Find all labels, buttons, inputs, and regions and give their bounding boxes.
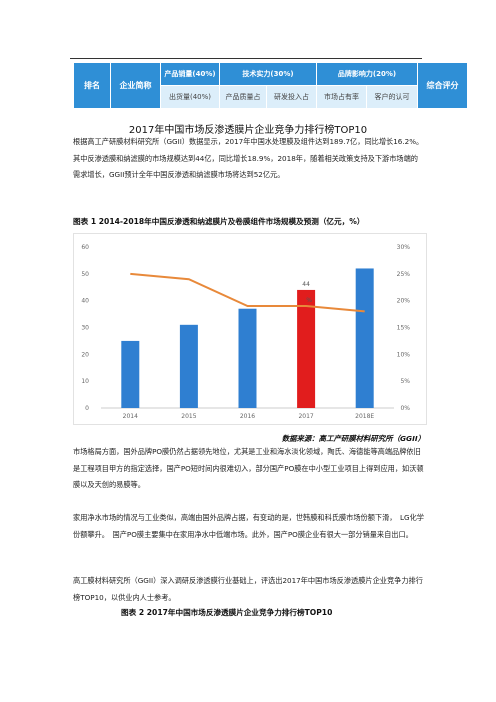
- right-axis-tick-label: 10%: [397, 351, 411, 358]
- data-label: %: [306, 297, 312, 304]
- bar: [355, 268, 374, 408]
- right-axis-tick-label: 5%: [400, 378, 410, 385]
- x-axis-tick-label: 2016: [240, 413, 255, 420]
- right-axis-tick-label: 0%: [400, 405, 410, 412]
- header-group-brand: 品牌影响力(20%): [316, 62, 418, 86]
- bar: [179, 324, 198, 408]
- left-axis-tick-label: 30: [81, 325, 89, 332]
- right-axis-tick-label: 20%: [397, 298, 411, 305]
- paragraph-ranking-intro: 高工膜材料研究所（GGII）深入调研反渗透膜行业基础上，评选出2017年中国市场…: [73, 576, 423, 602]
- x-axis-tick-label: 2017: [298, 413, 313, 420]
- right-axis-tick-label: 30%: [397, 244, 411, 251]
- figure2-caption: 图表 2 2017年中国市场反渗透膜片企业竞争力排行榜TOP10: [121, 608, 333, 617]
- chart-svg: 0 10 20 30 40 50 60 0% 5% 10% 15% 20% 25% 30% 2014 2015…: [81, 244, 411, 420]
- header-recognition: 客户的认可: [366, 85, 418, 109]
- growth-rate-line: [130, 272, 365, 313]
- header-quality: 产品质量占: [219, 85, 267, 109]
- left-axis-tick-label: 10: [81, 378, 89, 385]
- bar: [238, 308, 257, 408]
- header-company: 企业简称: [110, 62, 161, 109]
- right-axis-tick-label: 15%: [397, 325, 411, 332]
- paragraph-household-market: 家用净水市场的情况与工业类似，高端由国外品牌占据，有变动的是，世韩膜和科氏膜市场…: [73, 513, 424, 539]
- left-axis-tick-label: 60: [81, 244, 89, 251]
- left-axis-tick-label: 20: [81, 351, 89, 358]
- header-group-sales: 产品销量(40%): [160, 62, 220, 86]
- x-axis-tick-label: 2015: [181, 413, 196, 420]
- header-rd: 研发投入占: [266, 85, 317, 109]
- data-label: 44: [302, 281, 310, 288]
- paragraph-market-landscape: 市场格局方面，国外品牌PO膜仍然占据领先地位，尤其是工业和海水淡化领域，陶氏、海…: [73, 447, 424, 489]
- top-rule: [70, 58, 422, 59]
- x-axis-tick-label: 2018E: [355, 413, 374, 420]
- header-rank: 排名: [73, 62, 111, 109]
- header-group-tech: 技术实力(30%): [219, 62, 317, 86]
- paragraph-market-size: 根据高工产研膜材料研究所（GGII）数据显示，2017年中国水处理膜及组件达到1…: [73, 137, 424, 179]
- left-axis-tick-label: 40: [81, 298, 89, 305]
- bar: [121, 340, 140, 408]
- header-overall: 综合评分: [417, 62, 468, 109]
- bar: [297, 289, 316, 408]
- header-shipments: 出货量(40%): [160, 85, 220, 109]
- ranking-table-header: 排名 企业简称 产品销量(40%) 技术实力(30%) 品牌影响力(20%) 综…: [73, 62, 468, 109]
- data-source: 数据来源：高工产研膜材料研究所（GGII）: [281, 434, 425, 443]
- header-share: 市场占有率: [316, 85, 367, 109]
- figure1-caption: 图表 1 2014-2018年中国反渗透和纳滤膜片及卷膜组件市场规模及预测（亿元…: [73, 217, 365, 226]
- market-size-chart: 0 10 20 30 40 50 60 0% 5% 10% 15% 20% 25% 30% 2014 2015…: [73, 233, 427, 425]
- left-axis-tick-label: 0: [85, 405, 89, 412]
- x-axis-tick-label: 2014: [123, 413, 138, 420]
- document-title: 2017年中国市场反渗透膜片企业竞争力排行榜TOP10: [128, 125, 368, 136]
- left-axis-tick-label: 50: [81, 271, 89, 278]
- right-axis-tick-label: 25%: [397, 271, 411, 278]
